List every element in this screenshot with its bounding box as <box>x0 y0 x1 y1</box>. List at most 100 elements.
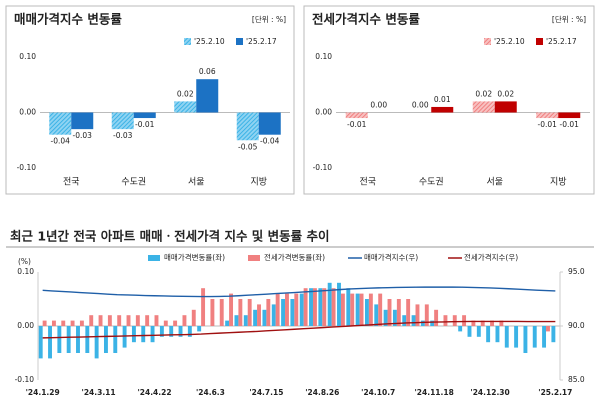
bar <box>253 309 258 326</box>
bar <box>359 293 364 326</box>
bar <box>312 288 317 326</box>
legend-label: '25.2.10 <box>194 37 225 46</box>
bar <box>163 320 168 326</box>
bar <box>383 309 388 326</box>
bar <box>178 326 183 337</box>
bar <box>275 293 280 326</box>
y2-tick-label: 95.0 <box>568 267 585 276</box>
unit-label: [단위 : %] <box>552 14 586 24</box>
bar <box>504 326 509 348</box>
legend-label: 전세가격지수(우) <box>464 252 518 262</box>
bar <box>271 304 276 326</box>
bar <box>495 326 500 343</box>
bar <box>197 326 202 332</box>
bar <box>532 326 537 348</box>
bar <box>85 326 90 353</box>
bar <box>499 320 504 326</box>
bar <box>345 112 368 119</box>
x-tick-label: '24.12.30 <box>470 388 509 397</box>
bar <box>135 315 140 326</box>
x-tick-label: 지방 <box>250 177 267 188</box>
bar <box>266 299 271 326</box>
bar <box>71 112 94 130</box>
bar <box>51 320 56 326</box>
legend-label: 매매가격지수(우) <box>364 252 418 262</box>
x-tick-label: '24.1.29 <box>26 388 60 397</box>
y-tick-label: 0.00 <box>17 321 34 330</box>
bar <box>294 293 299 326</box>
line <box>42 286 556 298</box>
bar <box>452 315 457 326</box>
data-label: 0.00 <box>412 101 429 110</box>
data-label: 0.06 <box>199 67 216 76</box>
bar <box>107 315 112 326</box>
bar <box>430 320 435 326</box>
bar <box>431 106 454 113</box>
bar <box>133 112 156 119</box>
legend-swatch <box>148 255 160 261</box>
bar <box>327 282 332 326</box>
x-tick-label: '24.10.7 <box>361 388 395 397</box>
bar <box>258 112 281 135</box>
panel-frame <box>303 5 595 195</box>
y-tick-label: -0.10 <box>17 163 37 172</box>
bar <box>79 320 84 326</box>
bar <box>411 315 416 326</box>
x-tick-label: 서울 <box>188 177 205 188</box>
y-tick-label: 0.00 <box>315 108 332 117</box>
bar <box>374 304 379 326</box>
bar <box>546 326 550 332</box>
panel-frame <box>5 5 295 195</box>
line <box>42 320 556 339</box>
y-tick-label: -0.10 <box>313 163 333 172</box>
bar <box>364 299 369 326</box>
bar <box>299 293 304 326</box>
y-tick-label: 0.10 <box>17 267 34 276</box>
bar <box>281 299 286 326</box>
data-label: -0.01 <box>560 120 580 129</box>
chart-title: 최근 1년간 전국 아파트 매매ㆍ전세가격 지수 및 변동률 추이 <box>10 229 330 244</box>
bar <box>150 326 155 343</box>
bar <box>490 320 495 326</box>
bar <box>340 293 345 326</box>
bar <box>173 320 178 326</box>
bar <box>131 326 136 343</box>
legend-label: 매매가격변동률(좌) <box>164 252 225 262</box>
x-tick-label: '24.8.26 <box>305 388 339 397</box>
bar <box>70 320 75 326</box>
bar <box>111 112 134 130</box>
data-label: 0.02 <box>475 89 492 98</box>
bar <box>42 320 47 326</box>
x-tick-label: 수도권 <box>419 176 444 188</box>
bar <box>257 304 261 326</box>
bar <box>196 79 219 113</box>
x-tick-label: '24.3.11 <box>82 388 116 397</box>
bar <box>402 315 407 326</box>
x-tick-label: '24.7.15 <box>249 388 283 397</box>
unit-label: [단위 : %] <box>252 14 286 24</box>
bar <box>262 309 267 326</box>
bar <box>472 101 495 113</box>
x-tick-label: '24.6.3 <box>196 388 225 397</box>
bar <box>551 326 556 343</box>
bar <box>247 299 252 326</box>
x-tick-label: 서울 <box>486 177 503 188</box>
bar <box>38 326 43 359</box>
y-tick-label: 0.10 <box>315 52 332 61</box>
bar <box>443 315 448 326</box>
y2-tick-label: 90.0 <box>568 321 585 330</box>
bar <box>285 293 289 326</box>
y-tick-label: 0.00 <box>19 108 36 117</box>
bar <box>201 288 206 326</box>
bar <box>49 112 72 135</box>
bar <box>558 112 581 119</box>
bar <box>169 326 174 337</box>
bar <box>346 288 351 326</box>
bar <box>434 309 439 326</box>
bar <box>424 304 429 326</box>
bar <box>494 101 517 113</box>
bar <box>322 288 327 326</box>
legend-swatch <box>184 38 191 45</box>
bar <box>350 293 355 326</box>
x-tick-label: '24.11.18 <box>415 388 454 397</box>
